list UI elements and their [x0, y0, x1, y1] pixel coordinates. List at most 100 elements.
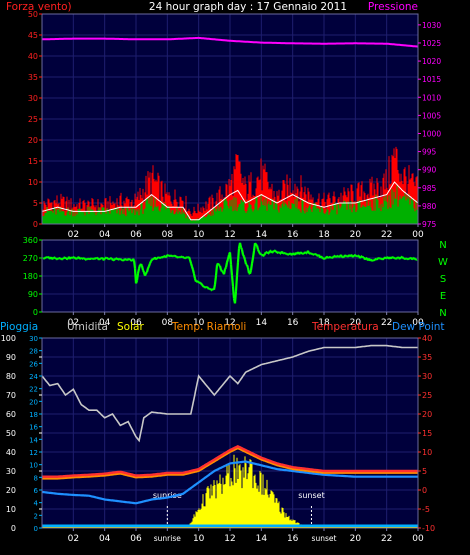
- wind-panel-x-tick-label: 06: [130, 230, 142, 240]
- rain-axis-tick-label: 6: [34, 487, 39, 495]
- wind-direction-segment: [407, 257, 410, 261]
- wind-direction-segment: [132, 260, 137, 269]
- direction-panel-x-tick-label: 18: [318, 318, 330, 328]
- wind-direction-segment: [217, 262, 220, 266]
- rain-axis-tick-label: 14: [29, 436, 38, 444]
- climate-panel-x-tick-label: 16: [287, 534, 299, 544]
- wind-direction-segment: [228, 252, 233, 265]
- wind-direction-segment: [385, 256, 388, 260]
- rain-axis-tick-label: 20: [29, 398, 38, 406]
- wind-direction-segment: [271, 251, 274, 254]
- wind-direction-segment: [364, 257, 367, 261]
- rain-axis-tick-label: 28: [29, 348, 38, 356]
- rain-axis-tick-label: 26: [29, 360, 38, 368]
- wind-direction-segment: [359, 255, 362, 259]
- direction-panel-x-tick-label: 00: [412, 318, 424, 328]
- direction-panel-x-tick-label: 06: [130, 318, 142, 328]
- wind-direction-segment: [76, 256, 79, 260]
- wind-direction-segment: [246, 267, 251, 274]
- wind-direction-segment: [272, 250, 275, 253]
- indoor-temperature-line: [42, 447, 418, 480]
- wind-direction-segment: [119, 257, 122, 261]
- compass-label: E: [440, 291, 446, 302]
- temperature-axis-tick-label: 10: [422, 448, 432, 457]
- wind-direction-segment: [134, 280, 139, 284]
- wind-direction-segment: [250, 257, 255, 264]
- wind-panel-x-tick-label: 12: [224, 230, 235, 240]
- rain-axis-tick-label: 10: [29, 462, 38, 470]
- rain-axis-tick-label: 18: [29, 411, 38, 419]
- pressure-axis-tick-label: 1000: [422, 129, 441, 138]
- rain-axis-tick-label: 4: [34, 500, 39, 508]
- humidity-line: [41, 344, 418, 443]
- climate-panel-x-tick-label: 14: [256, 534, 268, 544]
- climate-panel-x-tick-label: 12: [224, 534, 235, 544]
- wind-direction-segment: [254, 242, 257, 246]
- legend-item: Temperatura: [311, 321, 379, 333]
- wind-axis-tick-label: 20: [28, 136, 38, 145]
- wind-speed-line: [41, 181, 419, 221]
- rain-axis-tick-label: 16: [29, 424, 38, 432]
- pressure-axis-tick-label: 1005: [422, 111, 441, 120]
- wind-direction-segment: [191, 269, 196, 275]
- wind-direction-segment: [234, 275, 239, 292]
- wind-direction-segment: [301, 252, 304, 255]
- humidity-axis-tick-label: 60: [6, 410, 16, 419]
- wind-direction-segment: [377, 256, 380, 260]
- wind-direction-segment: [411, 257, 414, 261]
- wind-direction-segment: [74, 257, 77, 260]
- wind-direction-segment: [181, 255, 184, 259]
- direction-panel-x-tick-label: 22: [381, 318, 392, 328]
- wind-direction-segment: [218, 265, 223, 271]
- wind-direction-segment: [179, 255, 182, 259]
- wind-axis-tick-label: 30: [28, 94, 38, 103]
- wind-direction-segment: [209, 287, 212, 291]
- direction-axis-tick-label: 360: [23, 236, 38, 245]
- humidity-axis-tick-label: 50: [6, 429, 16, 438]
- wind-axis-tick-label: 5: [33, 199, 38, 208]
- temperature-axis-tick-label: 15: [422, 429, 432, 438]
- wind-direction-segment: [262, 254, 265, 258]
- wind-direction-segment: [239, 246, 244, 251]
- wind-direction-segment: [151, 257, 154, 261]
- wind-direction-segment: [142, 269, 145, 273]
- wind-direction-segment: [207, 287, 210, 290]
- wind-direction-segment: [101, 256, 104, 260]
- wind-direction-segment: [90, 257, 93, 260]
- wind-direction-segment: [371, 259, 374, 262]
- wind-direction-segment: [401, 256, 404, 259]
- wind-panel-x-tick-label: 08: [162, 230, 174, 240]
- wind-direction-segment: [113, 258, 116, 261]
- wind-direction-segment: [275, 250, 278, 254]
- wind-direction-segment: [126, 258, 129, 262]
- wind-direction-segment: [233, 290, 238, 304]
- wind-direction-segment: [224, 262, 229, 268]
- wind-direction-segment: [338, 255, 341, 258]
- climate-panel-x-tick-label: 20: [350, 534, 362, 544]
- wind-direction-segment: [190, 266, 195, 271]
- wind-direction-segment: [184, 256, 187, 260]
- pressure-axis-tick-label: 1025: [422, 39, 441, 48]
- wind-direction-segment: [95, 256, 98, 260]
- wind-axis-tick-label: 35: [28, 73, 38, 82]
- wind-direction-segment: [373, 258, 376, 262]
- wind-direction-segment: [355, 254, 358, 258]
- wind-direction-segment: [140, 265, 145, 271]
- wind-direction-segment: [92, 257, 95, 261]
- wind-direction-segment: [379, 257, 382, 260]
- wind-direction-segment: [212, 284, 217, 290]
- wind-direction-segment: [193, 278, 198, 283]
- wind-direction-segment: [145, 271, 148, 274]
- wind-direction-segment: [178, 255, 181, 259]
- wind-direction-segment: [108, 257, 111, 261]
- wind-direction-segment: [213, 275, 218, 285]
- wind-direction-segment: [51, 257, 54, 261]
- wind-direction-segment: [52, 256, 55, 260]
- wind-direction-segment: [206, 286, 209, 289]
- wind-direction-segment: [266, 251, 269, 255]
- compass-label: N: [439, 240, 446, 251]
- wind-axis-tick-label: 10: [28, 178, 38, 187]
- wind-direction-segment: [231, 286, 236, 299]
- wind-direction-segment: [80, 256, 83, 260]
